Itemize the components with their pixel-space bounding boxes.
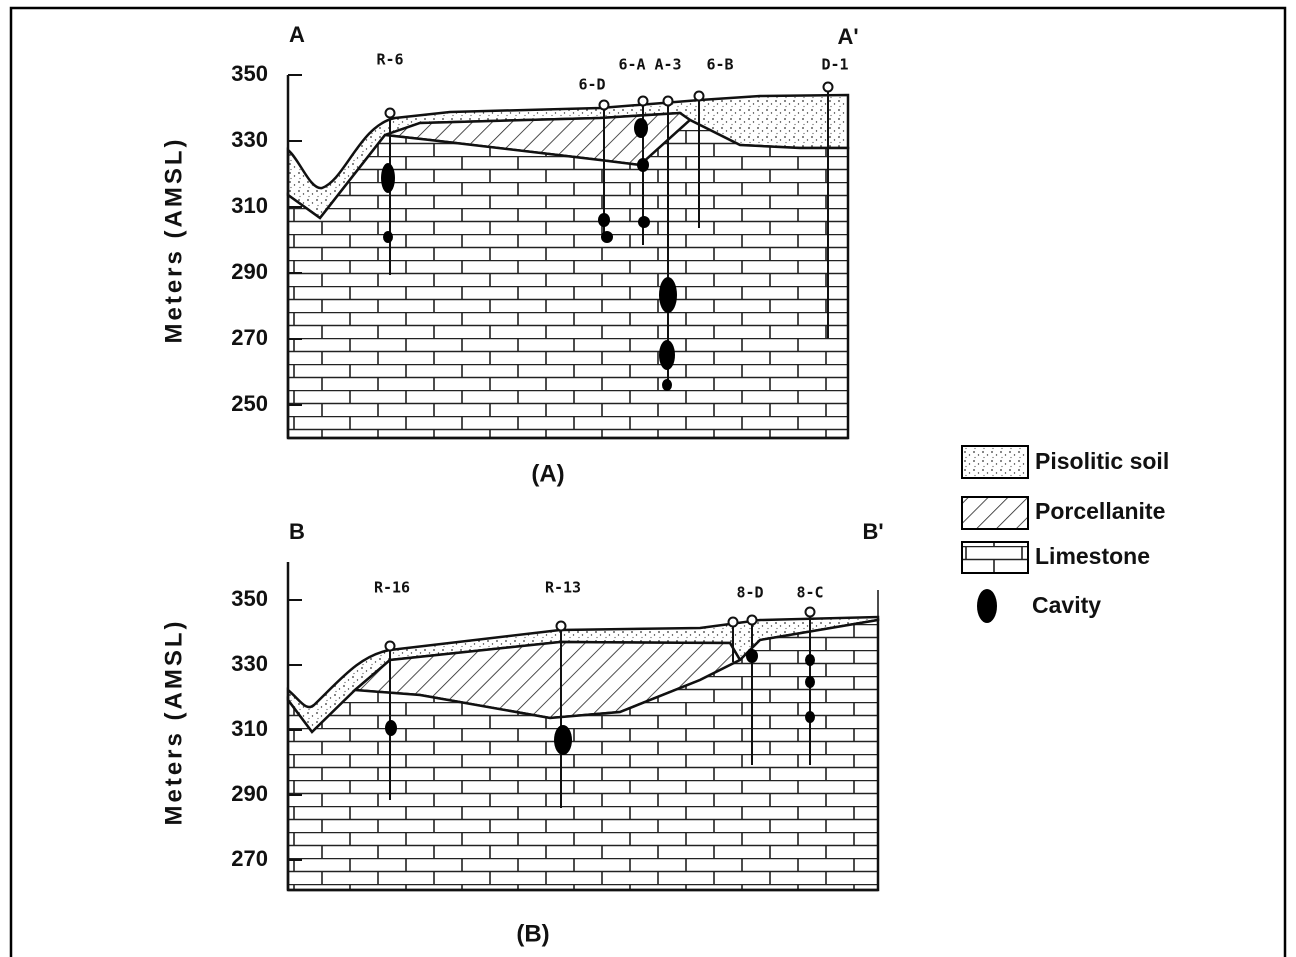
section-label: A	[289, 22, 305, 47]
y-tick-label: 290	[231, 259, 268, 284]
y-tick-label: 330	[231, 651, 268, 676]
cavity	[662, 379, 672, 391]
y-tick-label: 290	[231, 781, 268, 806]
y-tick-label: 330	[231, 127, 268, 152]
well-label: 6-A	[618, 56, 645, 74]
y-axis-label: Meters (AMSL)	[160, 618, 187, 825]
well-head	[727, 616, 739, 628]
well-label: 8-C	[796, 584, 823, 602]
y-tick-label: 270	[231, 846, 268, 871]
well-label: D-1	[821, 56, 848, 74]
section-label: A'	[837, 24, 858, 49]
cavity	[381, 163, 395, 193]
cavity	[385, 720, 397, 736]
cavity	[638, 216, 650, 228]
cavity	[598, 213, 610, 227]
legend-swatch	[977, 589, 997, 623]
y-tick-label: 350	[231, 61, 268, 86]
well-head	[384, 107, 396, 119]
cavity	[601, 231, 613, 243]
cavity	[746, 649, 758, 663]
caption: (B)	[516, 920, 549, 947]
limestone	[286, 118, 850, 440]
legend-label: Limestone	[1035, 543, 1150, 569]
y-tick-label: 350	[231, 586, 268, 611]
cavity	[805, 676, 815, 688]
well-head	[598, 99, 610, 111]
y-tick-label: 310	[231, 716, 268, 741]
well-head	[384, 640, 396, 652]
y-tick-label: 310	[231, 193, 268, 218]
legend-label: Cavity	[1032, 592, 1101, 618]
well-label: R-16	[374, 579, 410, 597]
cavity	[554, 725, 572, 755]
cavity	[805, 711, 815, 723]
section-label: B'	[862, 519, 883, 544]
well-head	[555, 620, 567, 632]
y-tick-label: 270	[231, 325, 268, 350]
frame	[9, 6, 1287, 957]
y-tick-label: 250	[231, 391, 268, 416]
legend-label: Porcellanite	[1035, 498, 1165, 524]
well-head	[746, 614, 758, 626]
cavity	[637, 158, 649, 172]
well-head	[637, 95, 649, 107]
well-label: 6-D	[578, 76, 605, 94]
well-label: R-6	[376, 51, 403, 69]
y-axis-label: Meters (AMSL)	[160, 136, 187, 343]
cavity	[805, 654, 815, 666]
cavity	[383, 231, 393, 243]
section-a	[286, 93, 850, 440]
legend: Pisolitic soil Porcellanite Limestone Ca…	[961, 445, 1169, 623]
section-label: B	[289, 519, 305, 544]
well-head	[693, 90, 705, 102]
cavity	[659, 277, 677, 313]
legend-swatch	[961, 541, 1029, 574]
well-head	[662, 95, 674, 107]
well-label: 8-D	[736, 584, 763, 602]
legend-swatch	[961, 445, 1029, 479]
legend-swatch	[961, 496, 1029, 530]
caption: (A)	[531, 460, 564, 487]
well-head	[804, 606, 816, 618]
well-head	[822, 81, 834, 93]
cavity	[659, 340, 675, 370]
well-label: A-3	[654, 56, 681, 74]
section-b	[286, 615, 880, 892]
cavity	[634, 118, 648, 138]
well-label: 6-B	[706, 56, 733, 74]
well-label: R-13	[545, 579, 581, 597]
legend-label: Pisolitic soil	[1035, 448, 1169, 474]
